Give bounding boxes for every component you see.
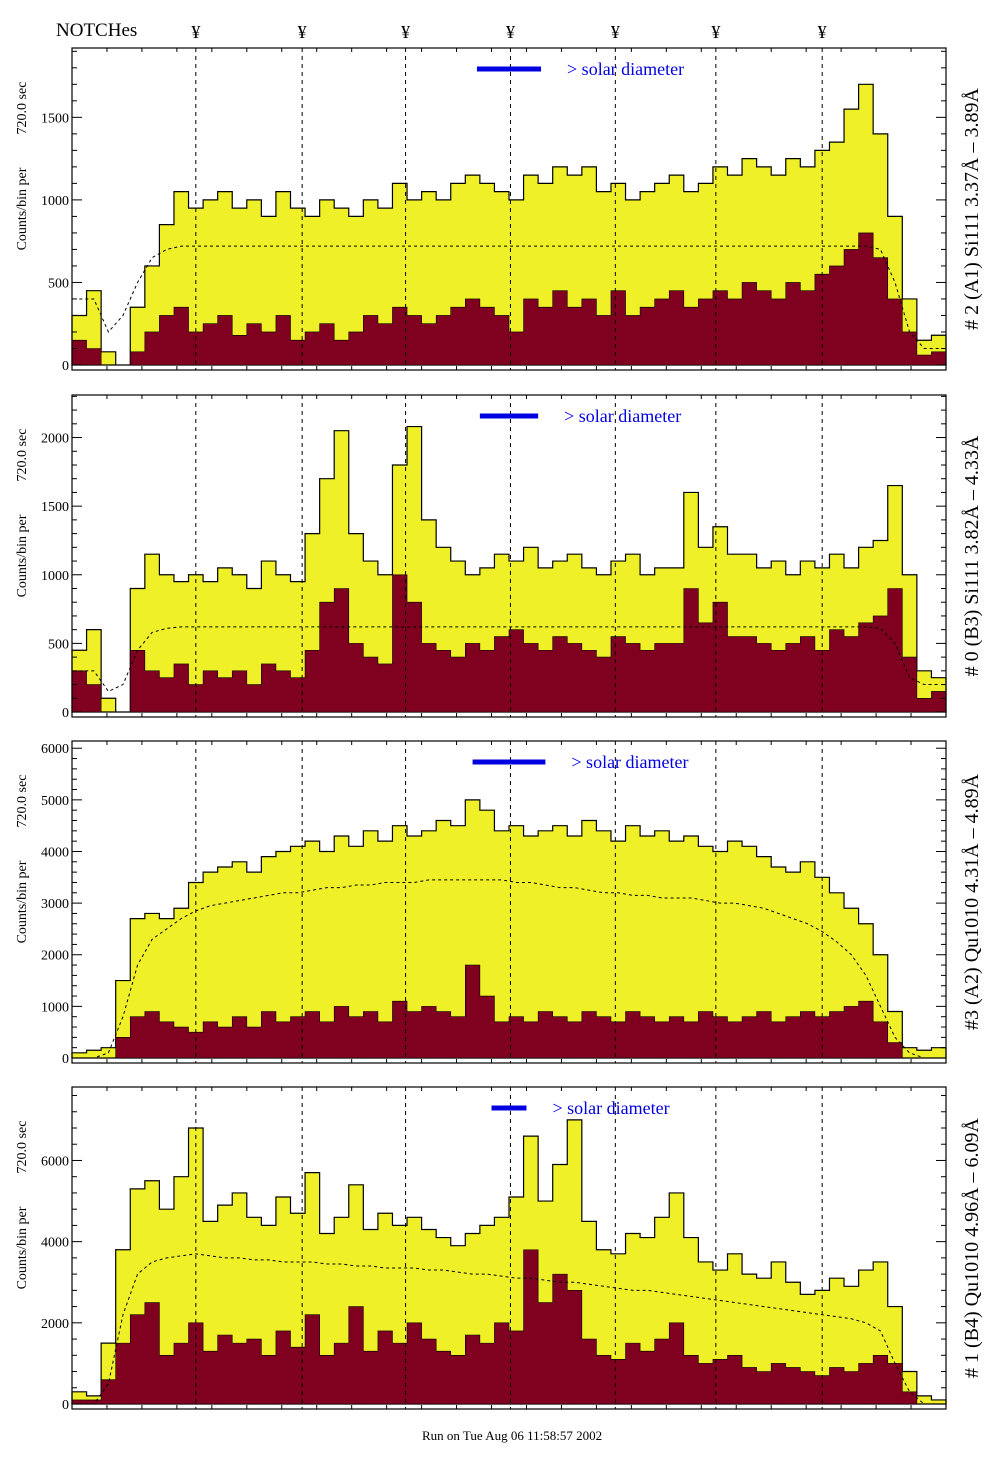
panel-title: # 2 (A1) Si111 3.37Å – 3.89Å (961, 88, 983, 330)
y-tick-label: 2000 (41, 949, 69, 964)
footer-run-label: Run on Tue Aug 06 11:58:57 2002 (422, 1428, 603, 1443)
component-counts-histogram (71, 1249, 946, 1405)
panel-title: # 1 (B4) Qu1010 4.96Å – 6.09Å (961, 1117, 983, 1378)
notch-marker: ¥ (506, 22, 515, 42)
y-axis-label: Counts/bin per (15, 1206, 30, 1289)
notch-marker: ¥ (818, 22, 827, 42)
y-axis-label: Counts/bin per (15, 860, 30, 943)
plot-frame (71, 47, 947, 371)
y-tick-label: 500 (48, 276, 69, 291)
notch-marker: ¥ (191, 22, 200, 42)
panel-4: 0 2000 4000 6000 Counts/bin per 720.0 sec # 1 … (15, 1086, 983, 1413)
y-tick-label: 1000 (41, 569, 69, 584)
y-tick-label: 3000 (41, 897, 69, 912)
y-tick-label: 2000 (41, 432, 69, 447)
component-counts-histogram (71, 232, 947, 366)
y-tick-label: 6000 (41, 1154, 69, 1169)
total-counts-histogram (71, 799, 947, 1059)
plot-frame (71, 740, 947, 1064)
component-counts-histogram (72, 964, 946, 1059)
y-tick-label: 4000 (41, 1236, 69, 1251)
notch-marker: ¥ (711, 22, 720, 42)
y-tick-label: 0 (62, 1052, 69, 1067)
solar-diameter-label: > solar diameter (564, 406, 681, 426)
y-tick-label: 5000 (41, 794, 69, 809)
plot-frame (71, 1086, 947, 1410)
panel-3: 0 1000 2000 3000 4000 5000 6000 Counts/bin per 7… (15, 740, 983, 1067)
y-tick-label: 1000 (41, 1000, 69, 1015)
panel-title: #3 (A2) Qu1010 4.31Å – 4.89Å (961, 773, 983, 1030)
y-axis-label-duration: 720.0 sec (15, 775, 30, 828)
plot-frame (71, 394, 947, 718)
y-tick-label: 1500 (41, 500, 69, 515)
y-axis-label-duration: 720.0 sec (15, 82, 30, 135)
y-tick-label: 0 (62, 706, 69, 721)
y-tick-label: 500 (48, 637, 69, 652)
y-tick-label: 4000 (41, 845, 69, 860)
notch-marker: ¥ (401, 22, 410, 42)
y-tick-label: 6000 (41, 742, 69, 757)
solar-diameter-label: > solar diameter (571, 752, 688, 772)
y-tick-label: 0 (62, 1398, 69, 1413)
y-tick-label: 2000 (41, 1317, 69, 1332)
y-tick-label: 1000 (41, 194, 69, 209)
y-axis-label: Counts/bin per (15, 514, 30, 597)
smooth-profile-line (79, 245, 939, 349)
y-axis-label-duration: 720.0 sec (15, 429, 30, 482)
component-counts-histogram (71, 574, 947, 713)
panel-2: 0 500 1000 1500 2000 Counts/bin per 720.0 sec #… (15, 394, 983, 721)
y-axis-label-duration: 720.0 sec (15, 1121, 30, 1174)
panel-title: # 0 (B3) Si111 3.82Å – 4.33Å (961, 435, 983, 676)
notch-marker: ¥ (298, 22, 307, 42)
y-axis-label: Counts/bin per (15, 167, 30, 250)
solar-diameter-label: > solar diameter (552, 1098, 669, 1118)
smooth-profile-line (79, 879, 939, 1059)
panel-1: 0 500 1000 1500 Counts/bin per 720.0 sec # 2 (… (15, 47, 983, 374)
header-label: NOTCHes (56, 20, 138, 41)
notch-marker: ¥ (611, 22, 620, 42)
y-tick-label: 0 (62, 359, 69, 374)
smooth-profile-line (79, 626, 939, 693)
y-tick-label: 1500 (41, 111, 69, 126)
solar-diameter-label: > solar diameter (567, 59, 684, 79)
